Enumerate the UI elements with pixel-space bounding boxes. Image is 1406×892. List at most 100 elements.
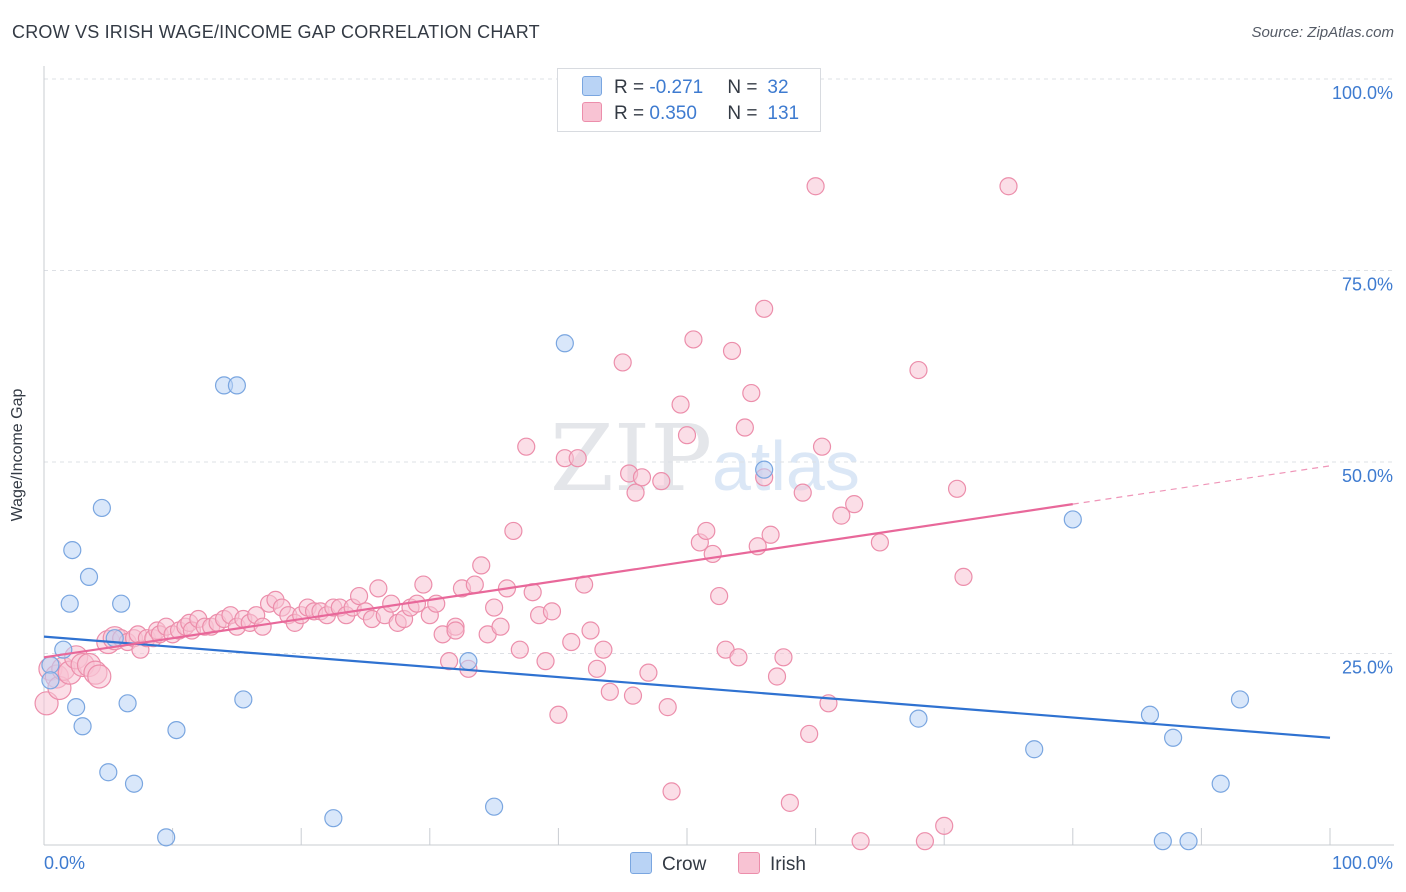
irish-point: [755, 299, 774, 318]
irish-point: [870, 533, 890, 552]
crow-series: [41, 334, 1250, 851]
irish-point: [632, 468, 652, 487]
crow-point: [1230, 690, 1250, 709]
legend-n-value: 131: [767, 103, 800, 124]
legend-r-label: R =: [614, 77, 650, 98]
irish-point: [677, 426, 697, 445]
bottom-legend-crow: Crow: [630, 852, 706, 876]
irish-point: [465, 575, 484, 594]
crow-legend-swatch: [630, 852, 652, 874]
irish-point: [710, 586, 729, 606]
irish-point: [703, 544, 722, 564]
crow-point: [124, 774, 144, 793]
crow-point: [63, 540, 82, 560]
crow-point: [485, 797, 504, 816]
crow-point: [67, 698, 86, 717]
crow-point: [555, 334, 574, 353]
crow-point: [1179, 832, 1198, 851]
irish-point: [87, 664, 112, 689]
watermark-atlas: atlas: [712, 427, 860, 505]
legend-row-irish: R = 0.350 N = 131: [582, 102, 799, 126]
crow-point: [459, 652, 478, 671]
irish-point: [935, 816, 954, 835]
irish-point: [626, 483, 645, 502]
irish-point: [658, 698, 677, 717]
irish-swatch: [582, 102, 602, 122]
irish-point: [845, 495, 864, 514]
crow-point: [1211, 774, 1230, 793]
crow-point: [324, 809, 343, 828]
irish-point: [767, 667, 787, 686]
legend-r-value: 0.350: [649, 103, 697, 124]
legend-n-label: N =: [727, 103, 758, 124]
crow-point: [1164, 728, 1183, 747]
irish-point: [446, 621, 465, 640]
irish-point: [697, 521, 716, 541]
irish-point: [722, 341, 742, 361]
irish-trend-line: [43, 503, 1073, 659]
irish-point: [851, 832, 870, 851]
irish-point: [761, 525, 780, 544]
crow-point: [234, 690, 253, 709]
crow-point: [112, 594, 131, 613]
irish-point: [812, 437, 832, 456]
irish-point: [623, 686, 643, 705]
irish-point: [594, 640, 613, 659]
irish-point: [562, 632, 581, 652]
legend-r-label: R =: [614, 103, 650, 124]
irish-point: [485, 598, 504, 617]
crow-point: [60, 594, 79, 613]
irish-trend-extension: [1072, 465, 1331, 505]
irish-point: [793, 483, 812, 502]
crow-point: [73, 717, 92, 736]
x-tick-label: 100.0%: [1332, 853, 1393, 873]
source-label: Source: ZipAtlas.com: [1251, 24, 1394, 41]
crow-point: [1063, 510, 1082, 529]
irish-series: [34, 177, 1018, 851]
irish-point: [568, 449, 587, 468]
crow-point: [41, 671, 60, 690]
crow-trend-line: [43, 635, 1331, 739]
irish-point: [581, 621, 600, 640]
grid-lines: [44, 78, 1394, 654]
crow-point: [105, 629, 124, 648]
irish-point: [369, 579, 388, 598]
legend-r-value: -0.271: [649, 77, 704, 98]
y-tick-label: 100.0%: [1332, 83, 1393, 103]
irish-point: [517, 437, 536, 456]
irish-point: [671, 395, 690, 414]
crow-point: [157, 828, 176, 847]
irish-point: [542, 602, 562, 621]
irish-point: [832, 506, 851, 525]
y-tick-label: 25.0%: [1342, 658, 1393, 678]
crow-point: [79, 567, 99, 587]
irish-point: [536, 652, 555, 671]
irish-point: [652, 472, 671, 491]
irish-point: [742, 383, 761, 403]
correlation-legend: R = -0.271 N = 32 R = 0.350 N = 131: [557, 68, 821, 132]
crow-point: [41, 655, 60, 675]
crow-point: [99, 763, 118, 782]
x-tick-label: 0.0%: [44, 853, 85, 873]
crow-point: [227, 376, 246, 395]
legend-n-value: 32: [767, 77, 789, 98]
irish-point: [915, 832, 935, 851]
crow-point: [92, 498, 111, 518]
irish-point: [510, 640, 529, 659]
irish-point: [639, 663, 658, 682]
crow-legend-label: Crow: [662, 854, 707, 875]
irish-point: [587, 659, 607, 678]
irish-point: [735, 418, 754, 437]
y-tick-label: 50.0%: [1342, 466, 1393, 486]
irish-point: [504, 521, 523, 541]
crow-point: [909, 709, 928, 728]
legend-n-label: N =: [727, 77, 758, 98]
irish-point: [729, 648, 748, 667]
crow-point: [118, 694, 137, 713]
crow-point: [167, 720, 186, 740]
irish-point: [684, 330, 703, 349]
watermark: ZIP atlas: [550, 405, 860, 512]
irish-point: [662, 782, 681, 801]
irish-point: [947, 479, 967, 498]
